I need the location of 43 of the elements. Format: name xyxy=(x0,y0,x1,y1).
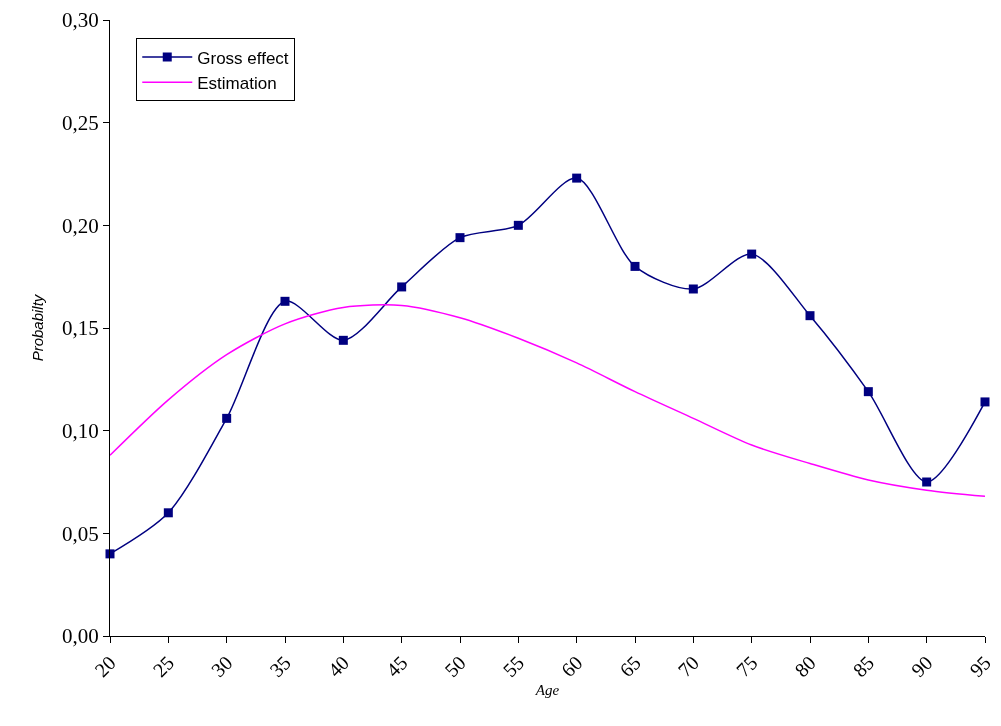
y-tick-label: 0,10 xyxy=(62,419,99,444)
x-tick-label: 70 xyxy=(673,651,704,682)
point xyxy=(805,311,815,321)
point xyxy=(688,284,698,294)
x-tick-label: 50 xyxy=(440,651,470,682)
point xyxy=(922,477,932,487)
x-tick-label: 25 xyxy=(148,651,179,682)
x-tick-label: 80 xyxy=(790,651,820,682)
line-series xyxy=(110,304,985,498)
x-tick-label: 55 xyxy=(498,651,529,682)
y-tick-label: 0,00 xyxy=(62,624,99,649)
x-tick-label: 90 xyxy=(906,651,937,682)
y-tick-label: 0,25 xyxy=(62,111,99,136)
point xyxy=(280,296,290,306)
x-tick-label: 40 xyxy=(323,651,354,682)
point xyxy=(397,282,407,292)
y-tick-label: 0,05 xyxy=(62,521,99,546)
x-tick-label: 60 xyxy=(556,651,587,682)
y-tick-label: 0,15 xyxy=(62,316,99,341)
legend-label: Estimation xyxy=(197,73,277,93)
x-tick-label: 95 xyxy=(965,651,995,682)
point xyxy=(338,335,348,345)
point xyxy=(863,387,873,397)
y-axis-title: Probabilty xyxy=(29,293,47,362)
x-tick-label: 30 xyxy=(206,651,237,682)
x-axis-title: Age xyxy=(534,682,560,699)
point xyxy=(163,508,173,518)
legend-label: Gross effect xyxy=(197,48,289,68)
y-tick-label: 0,30 xyxy=(62,8,99,33)
x-tick-label: 45 xyxy=(381,651,412,682)
x-tick-label: 75 xyxy=(731,651,762,682)
point xyxy=(222,413,232,423)
x-tick-label: 65 xyxy=(615,651,645,682)
point xyxy=(980,397,990,407)
x-tick-label: 85 xyxy=(848,651,879,682)
x-tick-label: 35 xyxy=(265,651,295,682)
point xyxy=(630,261,640,271)
point xyxy=(455,233,465,243)
point xyxy=(513,220,523,230)
point xyxy=(747,249,757,259)
x-tick-label: 20 xyxy=(90,651,120,682)
y-tick-label: 0,20 xyxy=(62,213,99,238)
point xyxy=(572,173,582,183)
